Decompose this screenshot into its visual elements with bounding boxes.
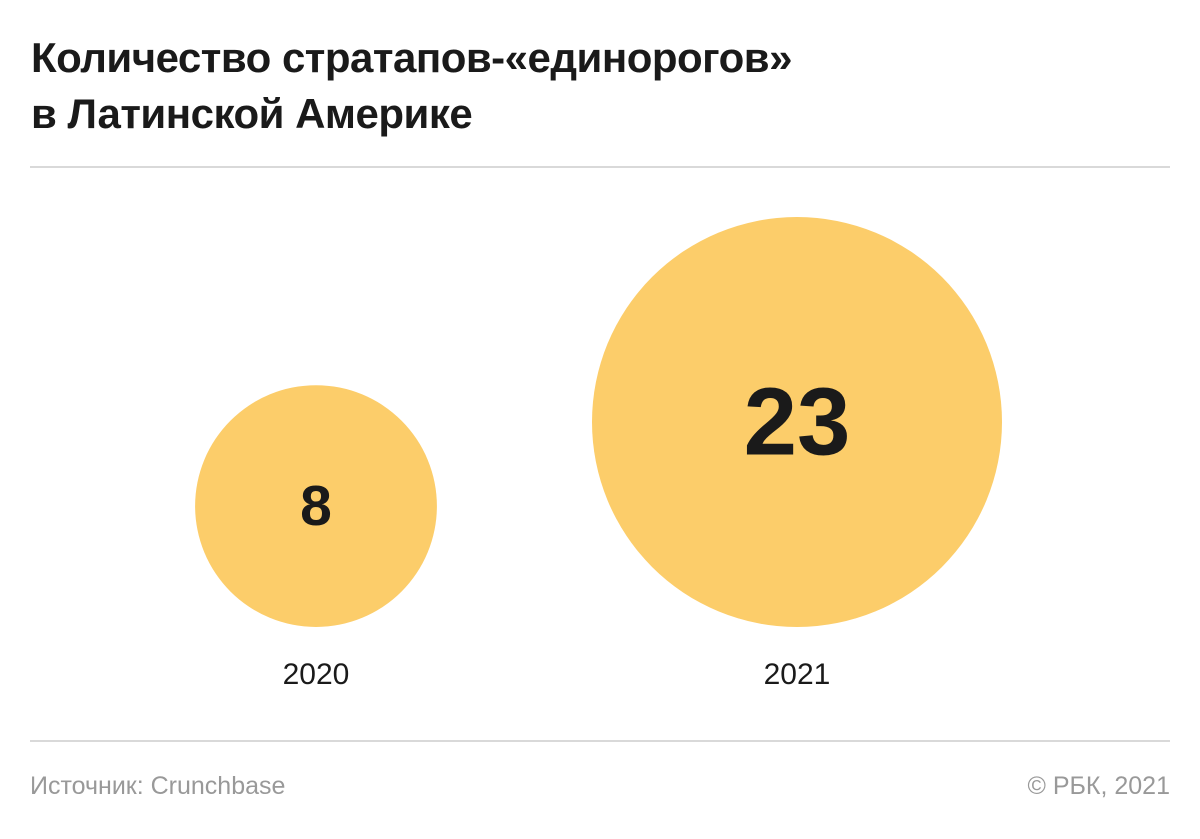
year-label-2020: 2020 [283,658,350,691]
bubble-2020 [195,385,437,627]
copyright-note: © РБК, 2021 [1027,772,1170,800]
title-line-1: Количество стратапов-«единорогов» [31,34,792,81]
top-divider [30,166,1170,168]
year-label-2021: 2021 [764,658,831,691]
title-line-2: в Латинской Америке [31,90,473,137]
bubble-2021 [592,217,1002,627]
source-note: Источник: Crunchbase [30,772,286,800]
value-label-2020: 8 [300,474,332,538]
chart-title: Количество стратапов-«единорогов» в Лати… [31,30,1131,142]
value-label-2021: 23 [744,369,851,476]
bottom-divider [30,740,1170,742]
